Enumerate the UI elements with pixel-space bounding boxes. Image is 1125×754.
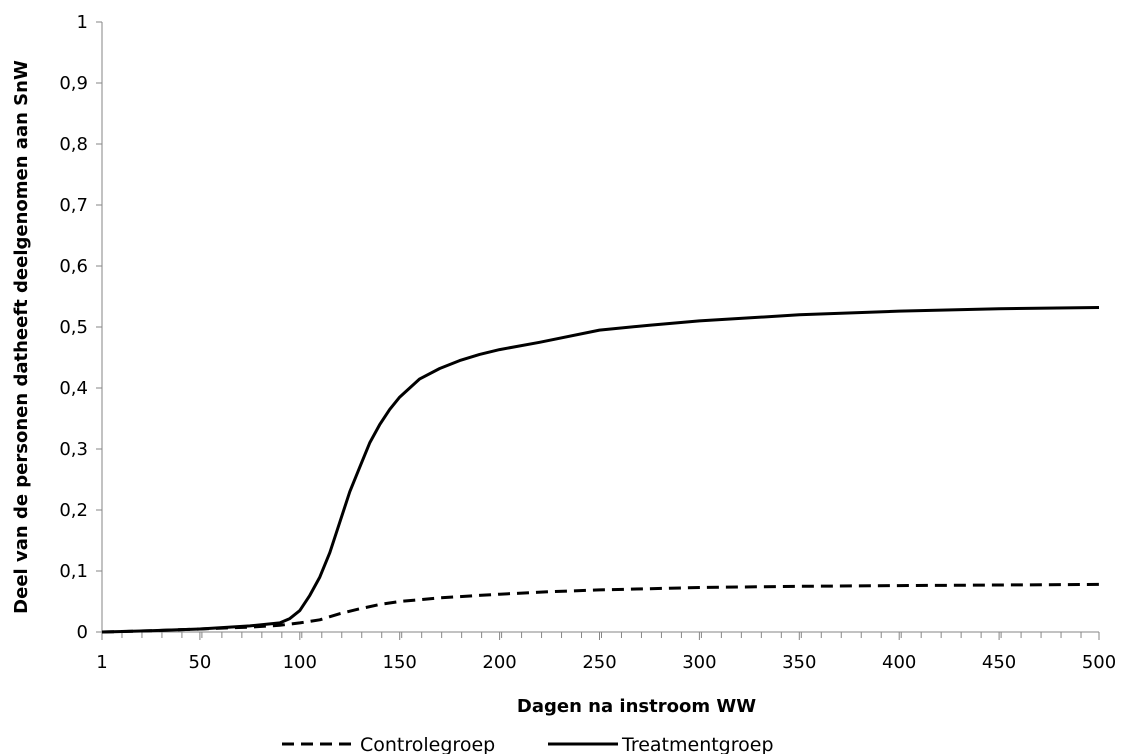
y-tick-label: 0,9 <box>59 73 88 94</box>
y-tick-label: 0,1 <box>59 561 88 582</box>
x-axis-title: Dagen na instroom WW <box>517 696 756 717</box>
y-tick-label: 0,2 <box>59 500 88 521</box>
y-tick-label: 1 <box>77 12 88 33</box>
labels-layer: 00,10,20,30,40,50,60,70,80,911 50 100 150 20… <box>11 12 1116 717</box>
series-line-controlegroep <box>101 582 1100 634</box>
legend-label-treatmentgroep: Treatmentgroep <box>621 734 774 754</box>
x-tick-label: 500 <box>1082 652 1116 673</box>
x-tick-label: 450 <box>982 652 1016 673</box>
x-tick-label: 200 <box>482 652 516 673</box>
y-tick-label: 0 <box>77 622 88 643</box>
y-tick-label: 0,6 <box>59 256 88 277</box>
x-tick-label: 50 <box>188 652 211 673</box>
y-tick-label: 0,4 <box>59 378 88 399</box>
x-tick-label: 300 <box>682 652 716 673</box>
x-tick-label: 250 <box>582 652 616 673</box>
x-tick-label: 150 <box>383 652 417 673</box>
axes-layer <box>96 21 1100 640</box>
y-tick-label: 0,7 <box>59 195 88 216</box>
legend: Controlegroep Treatmentgroep <box>282 734 774 754</box>
x-tick-label: 350 <box>782 652 816 673</box>
y-tick-label: 0,3 <box>59 439 88 460</box>
x-tick-label: 400 <box>882 652 916 673</box>
x-tick-label: 1 <box>96 652 107 673</box>
series-layer <box>101 306 1100 634</box>
y-axis-title: Deel van de personen datheeft deelgenome… <box>11 60 32 614</box>
x-tick-label: 100 <box>283 652 317 673</box>
series-line-treatmentgroep <box>101 306 1100 634</box>
y-tick-label: 0,5 <box>59 317 88 338</box>
y-tick-label: 0,8 <box>59 134 88 155</box>
legend-label-controlegroep: Controlegroep <box>360 734 495 754</box>
